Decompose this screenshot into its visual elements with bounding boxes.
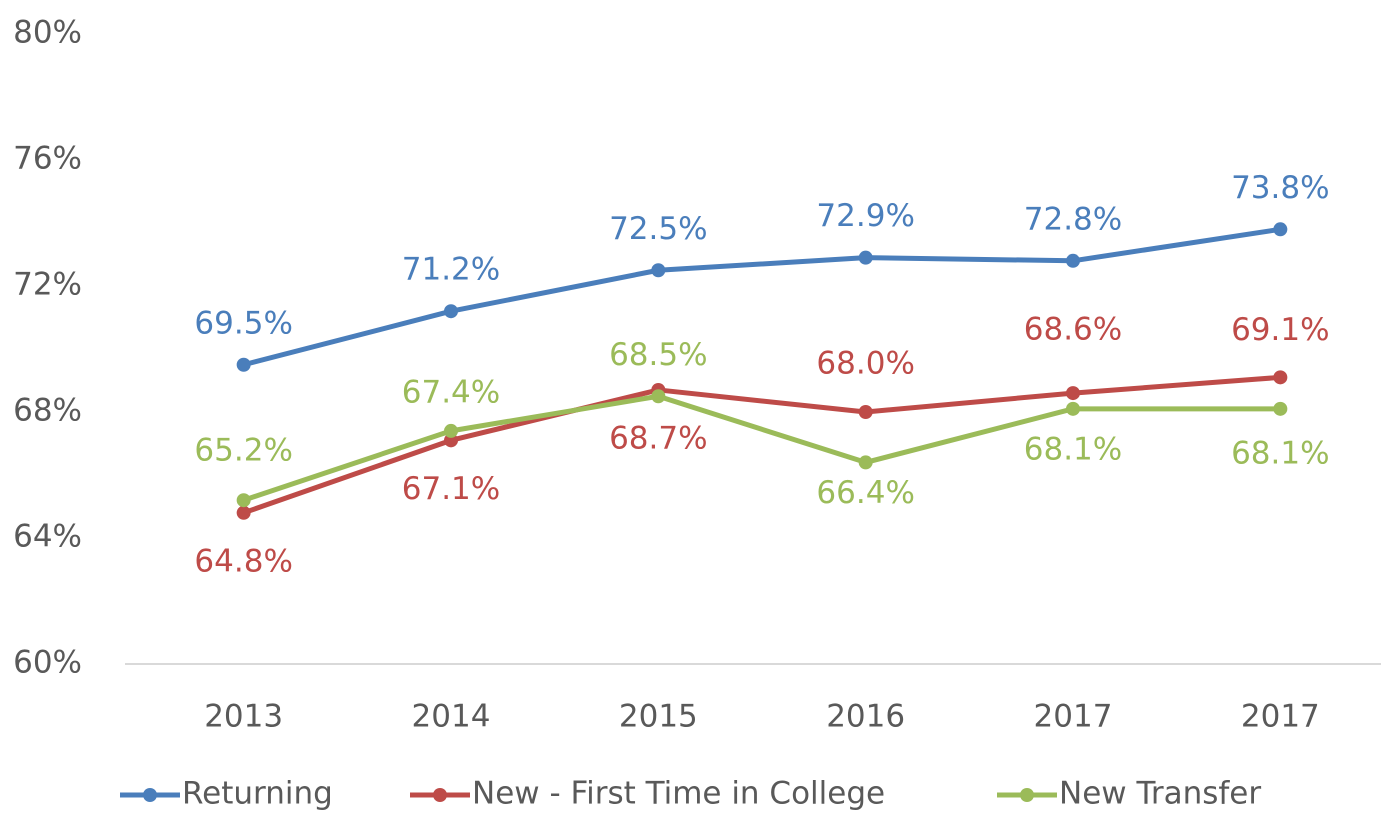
data-label: 73.8% <box>1231 170 1329 206</box>
y-tick-label: 60% <box>13 645 82 681</box>
legend-marker <box>143 788 157 802</box>
x-tick-label: 2013 <box>204 699 283 735</box>
data-label: 64.8% <box>194 543 292 579</box>
series-point <box>1273 222 1288 237</box>
series-point <box>858 250 873 265</box>
x-tick-label: 2014 <box>412 699 491 735</box>
data-label: 71.2% <box>402 252 500 288</box>
series-line <box>242 374 1281 516</box>
data-label: 68.1% <box>1024 431 1122 467</box>
series-point <box>651 389 666 404</box>
series-point <box>1066 253 1080 268</box>
data-label: 67.1% <box>402 471 500 507</box>
series-point <box>444 423 458 438</box>
data-label: 68.6% <box>1024 312 1122 348</box>
series-point <box>236 493 251 508</box>
data-label: 69.1% <box>1231 312 1329 348</box>
series-point <box>1273 370 1288 385</box>
x-tick-label: 2017 <box>1034 699 1113 735</box>
x-tick-label: 2017 <box>1241 699 1320 735</box>
data-label: 72.9% <box>816 198 914 234</box>
y-tick-label: 64% <box>13 519 82 555</box>
y-tick-label: 72% <box>13 267 82 303</box>
data-label: 72.5% <box>609 211 707 247</box>
y-tick-label: 68% <box>13 393 82 429</box>
data-label: 68.1% <box>1231 435 1329 471</box>
data-label: 68.7% <box>609 420 707 456</box>
series-point <box>858 405 873 419</box>
series-point <box>236 357 251 372</box>
data-label: 65.2% <box>194 433 292 469</box>
y-tick-label: 80% <box>13 15 82 51</box>
legend-label: New - First Time in College <box>472 776 885 812</box>
series-point <box>236 505 251 520</box>
x-tick-label: 2016 <box>826 699 905 735</box>
data-label: 68.0% <box>816 346 914 382</box>
series-point <box>444 304 458 319</box>
series-point <box>1273 401 1288 416</box>
legend-marker <box>1020 788 1034 802</box>
legend-marker <box>433 788 447 802</box>
series-line <box>242 393 1281 503</box>
data-label: 66.4% <box>816 475 914 511</box>
y-tick-label: 76% <box>13 141 82 177</box>
legend-label: Returning <box>182 776 333 812</box>
legend-label: New Transfer <box>1059 776 1261 812</box>
data-label: 69.5% <box>194 305 292 341</box>
series-line <box>243 226 1281 368</box>
data-label: 68.5% <box>609 337 707 373</box>
series-point <box>1066 401 1080 416</box>
x-tick-label: 2015 <box>619 699 698 735</box>
data-label: 67.4% <box>402 374 500 410</box>
series-point <box>858 455 873 470</box>
series-point <box>1066 386 1080 401</box>
series-point <box>651 263 666 278</box>
data-label: 72.8% <box>1024 201 1122 237</box>
